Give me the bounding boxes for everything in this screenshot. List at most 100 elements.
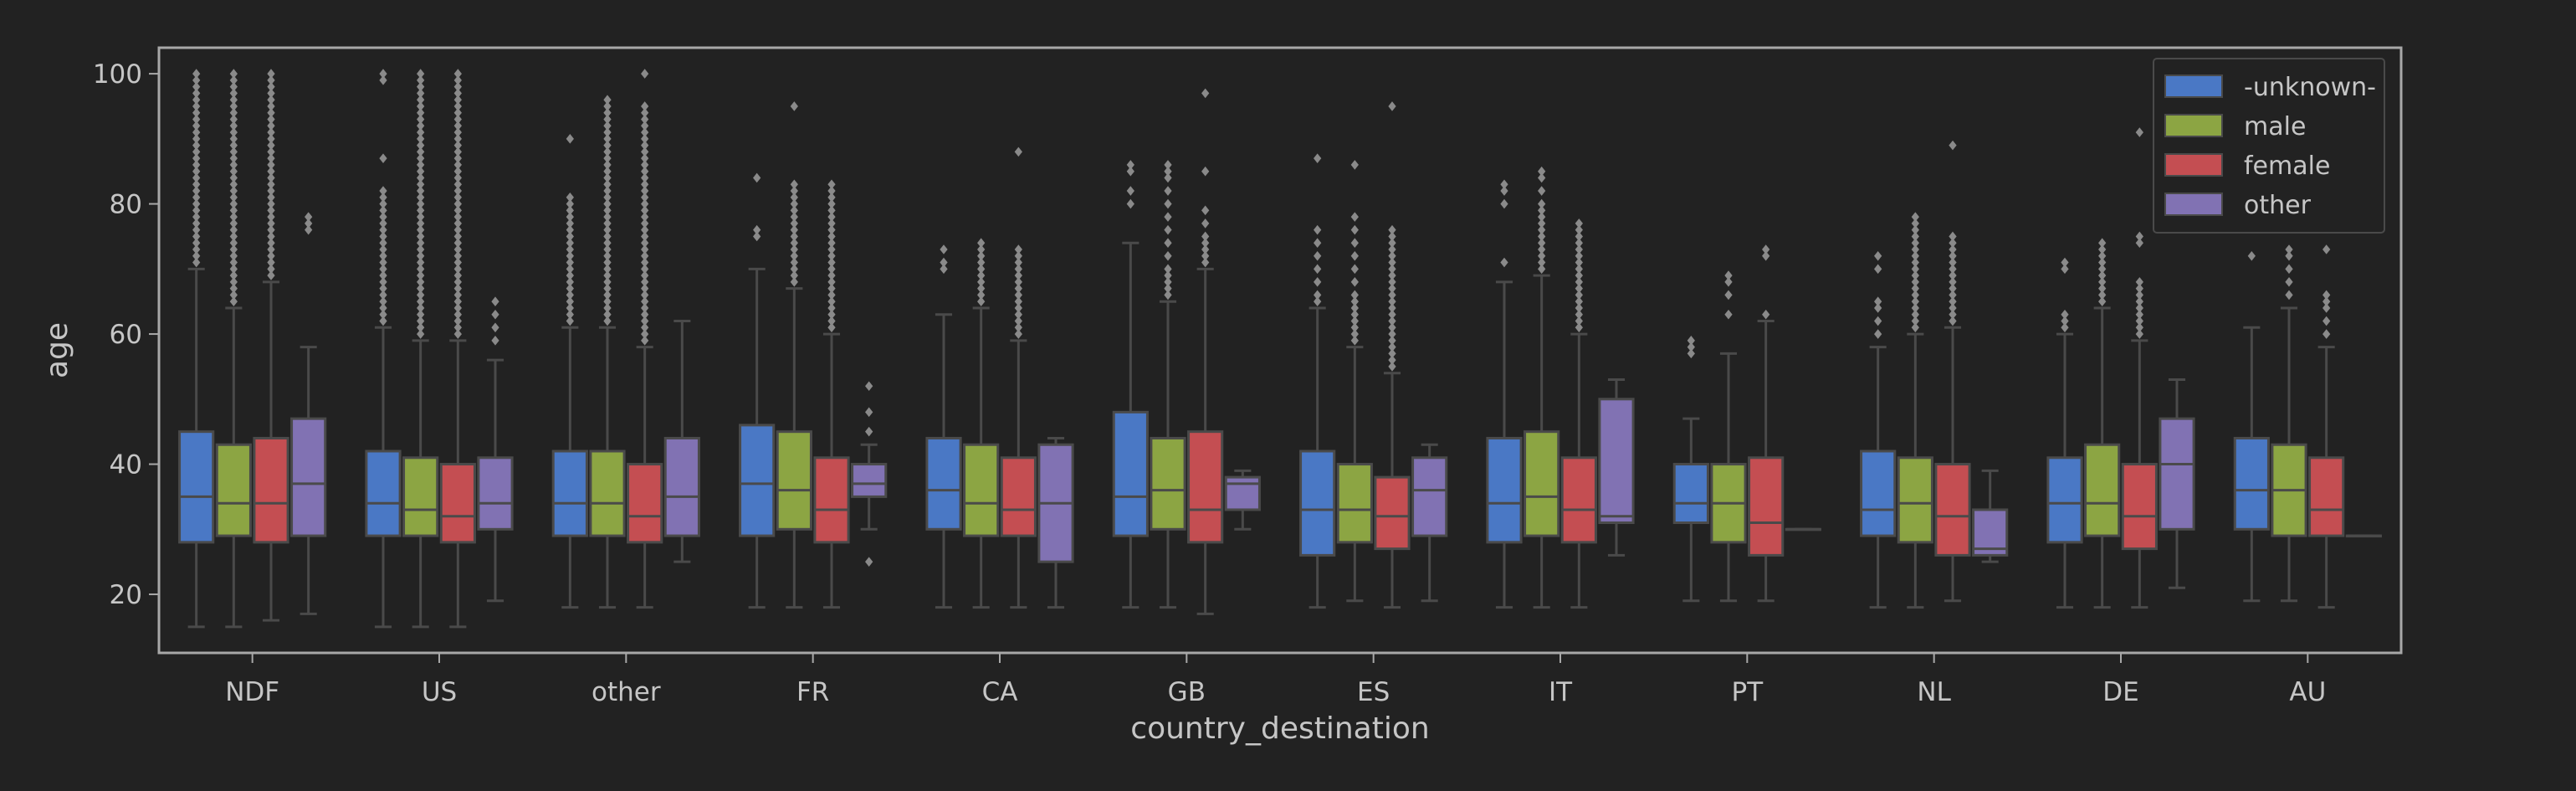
iqr-box (1112, 410, 1149, 537)
outlier-point (603, 186, 612, 196)
outlier-point (827, 296, 836, 306)
iqr-box (253, 436, 289, 544)
outlier-point (192, 231, 201, 242)
x-tick-label: PT (1732, 677, 1764, 707)
outlier-point (2135, 290, 2143, 300)
outlier-point (267, 186, 275, 196)
outlier-point (229, 212, 238, 222)
outlier-point (379, 218, 387, 229)
outlier-point (417, 172, 425, 183)
iqr-box (178, 430, 215, 544)
outlier-point (1911, 277, 1919, 287)
outlier-point (1874, 264, 1882, 275)
outlier-point (1575, 322, 1583, 333)
outlier-point (641, 205, 649, 216)
outlier-point (1164, 283, 1172, 294)
outlier-point (2098, 283, 2107, 294)
outlier-point (417, 250, 425, 261)
outlier-point (641, 153, 649, 163)
outlier-point (1911, 309, 1919, 320)
iqr-box (1224, 475, 1261, 511)
iqr-box (1598, 398, 1635, 525)
outlier-point (1911, 244, 1919, 254)
outlier-point (1687, 336, 1695, 346)
outlier-point (1126, 160, 1134, 170)
outlier-point (1538, 257, 1546, 268)
outlier-point (1164, 224, 1172, 235)
outlier-point (2135, 329, 2143, 339)
outlier-point (1388, 362, 1396, 372)
outlier-point (192, 134, 201, 144)
plot-marks (178, 69, 2382, 629)
outlier-point (1575, 257, 1583, 268)
outlier-point (641, 303, 649, 313)
box-NDF-female (253, 69, 289, 622)
outlier-point (1911, 257, 1919, 268)
outlier-point (603, 244, 612, 254)
outlier-point (192, 95, 201, 105)
outlier-point (2098, 257, 2107, 268)
outlier-point (417, 257, 425, 268)
outlier-point (566, 231, 574, 242)
box-ES-male (1336, 160, 1373, 603)
box-other-other (663, 320, 700, 563)
outlier-point (1350, 212, 1359, 222)
box-US-female (439, 69, 476, 629)
outlier-point (790, 101, 798, 111)
outlier-point (267, 193, 275, 203)
legend: -unknown-male female other (2153, 58, 2385, 234)
outlier-point (1314, 264, 1322, 275)
outlier-point (1874, 303, 1882, 313)
outlier-point (1538, 198, 1546, 209)
outlier-point (1911, 224, 1919, 235)
outlier-point (1388, 355, 1396, 365)
outlier-point (229, 224, 238, 235)
outlier-point (827, 257, 836, 268)
outlier-point (1388, 244, 1396, 254)
outlier-point (1500, 179, 1508, 190)
outlier-point (566, 218, 574, 229)
box-PT-female (1748, 244, 1785, 603)
outlier-point (827, 193, 836, 203)
outlier-point (267, 88, 275, 99)
outlier-point (229, 69, 238, 79)
outlier-point (417, 224, 425, 235)
y-tick-label: 100 (93, 59, 142, 90)
outlier-point (603, 303, 612, 313)
outlier-point (827, 212, 836, 222)
outlier-point (1538, 172, 1546, 183)
outlier-point (2322, 290, 2331, 300)
outlier-point (566, 283, 574, 294)
outlier-point (417, 88, 425, 99)
outlier-point (2135, 283, 2143, 294)
outlier-point (267, 205, 275, 216)
outlier-point (417, 283, 425, 294)
box-IT-other (1598, 378, 1635, 557)
outlier-point (603, 257, 612, 268)
outlier-point (603, 224, 612, 235)
outlier-point (827, 205, 836, 216)
outlier-point (453, 238, 462, 249)
box-IT-female (1560, 218, 1597, 609)
outlier-point (229, 127, 238, 137)
outlier-point (566, 205, 574, 216)
outlier-point (1314, 238, 1322, 249)
outlier-point (1500, 198, 1508, 209)
outlier-point (827, 231, 836, 242)
legend-box (2153, 58, 2385, 234)
outlier-point (2135, 309, 2143, 320)
outlier-point (1201, 218, 1210, 229)
outlier-point (1201, 231, 1210, 242)
iqr-box (1486, 436, 1523, 544)
iqr-box (1748, 456, 1785, 557)
outlier-point (453, 309, 462, 320)
outlier-point (790, 264, 798, 275)
outlier-point (753, 172, 761, 183)
outlier-point (827, 277, 836, 287)
outlier-point (417, 303, 425, 313)
box-AU-male (2271, 244, 2307, 603)
outlier-point (379, 257, 387, 268)
outlier-point (1388, 290, 1396, 300)
outlier-point (566, 238, 574, 249)
outlier-point (1014, 296, 1022, 306)
